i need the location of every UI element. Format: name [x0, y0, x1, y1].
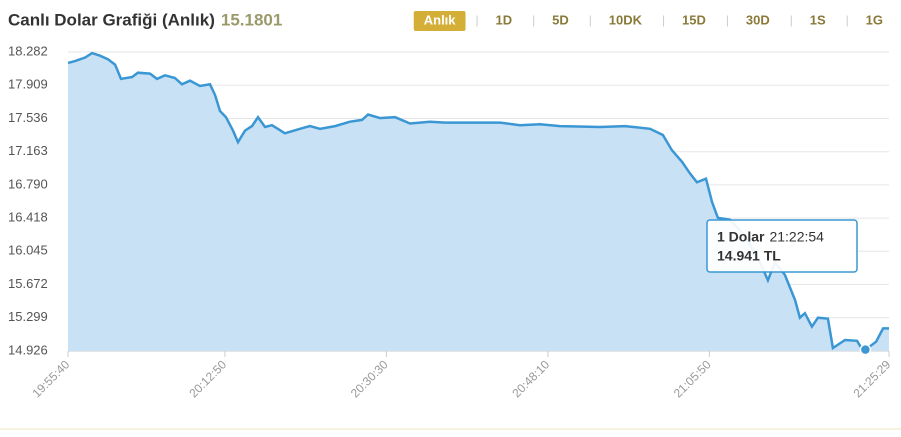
tooltip-time: 21:22:54 [769, 229, 824, 245]
hover-point [859, 343, 872, 356]
line [67, 51, 889, 352]
tooltip-value: 14.941 TL [717, 248, 781, 264]
chart-title: Canlı Dolar Grafiği (Anlık) [8, 10, 215, 29]
range-button-label[interactable]: 1S [810, 12, 826, 27]
separator: | [846, 13, 849, 27]
separator: | [532, 13, 535, 27]
x-tick-label: 19:55:40 [29, 357, 72, 400]
range-button-label[interactable]: 15D [682, 12, 706, 27]
y-tick-label: 14.926 [8, 342, 48, 357]
y-tick-label: 16.790 [8, 176, 48, 191]
x-tick-label: 20:48:10 [509, 357, 552, 400]
tooltip-title: 1 Dolar [717, 229, 765, 245]
y-tick-label: 16.045 [8, 243, 48, 258]
y-tick-label: 15.672 [8, 276, 48, 291]
range-button[interactable] [413, 11, 466, 31]
range-button-label[interactable]: 1G [866, 12, 883, 27]
area [68, 53, 889, 351]
x-tick-label: 21:25:29 [850, 357, 893, 400]
range-button-label[interactable]: 5D [552, 12, 569, 27]
separator: | [726, 13, 729, 27]
separator: | [662, 13, 665, 27]
x-tick-label: 21:05:50 [671, 357, 714, 400]
tooltip-box [706, 219, 858, 273]
separator: | [476, 13, 479, 27]
x-tick-label: 20:12:50 [186, 357, 229, 400]
separator: | [589, 13, 592, 27]
range-button-label[interactable]: 30D [746, 12, 770, 27]
y-tick-label: 17.536 [8, 110, 48, 125]
x-tick-label: 20:30:30 [348, 357, 391, 400]
y-tick-label: 17.163 [8, 143, 48, 158]
separator: | [790, 13, 793, 27]
range-button-label: Anlık [424, 12, 457, 27]
range-button-label[interactable]: 1D [496, 12, 513, 27]
y-tick-label: 16.418 [8, 210, 48, 225]
range-button-label[interactable]: 10DK [609, 12, 643, 27]
y-tick-label: 17.909 [8, 77, 48, 92]
price: 15.1801 [221, 10, 282, 29]
y-tick-label: 15.299 [8, 309, 48, 324]
y-tick-label: 18.282 [8, 43, 48, 58]
